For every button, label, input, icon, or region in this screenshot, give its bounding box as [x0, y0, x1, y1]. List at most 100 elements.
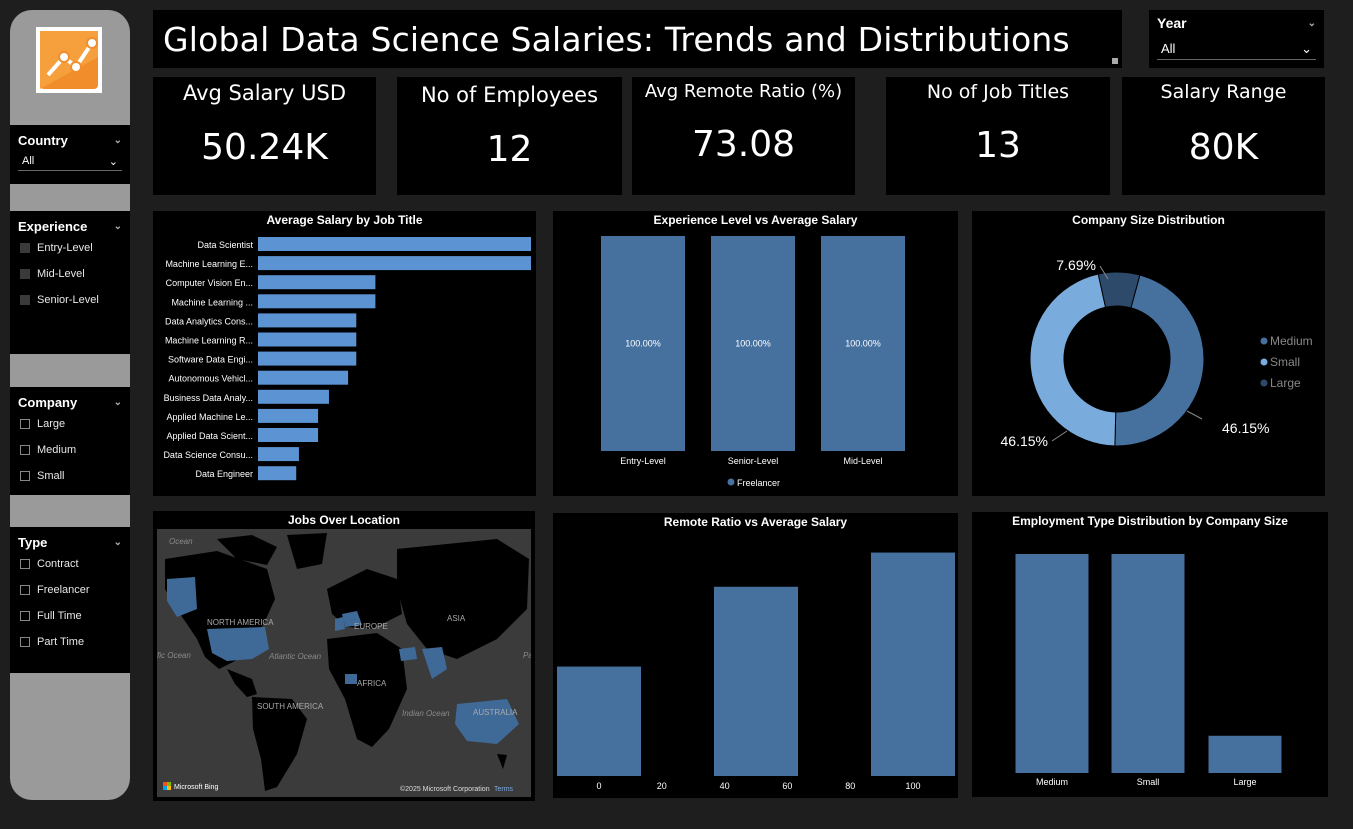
bar[interactable] — [258, 256, 531, 271]
company-option-large[interactable]: Large — [18, 411, 122, 437]
bar[interactable] — [258, 332, 357, 347]
bar[interactable] — [1015, 554, 1089, 773]
y-tick-label: Autonomous Vehicl... — [168, 374, 253, 384]
chart-employment-type: Employment Type Distribution by Company … — [972, 512, 1328, 797]
bar[interactable] — [258, 313, 357, 328]
bar[interactable] — [601, 236, 685, 451]
bar[interactable] — [258, 237, 531, 251]
chevron-down-icon[interactable]: ⌄ — [113, 220, 122, 232]
bar[interactable] — [258, 447, 299, 462]
bar[interactable] — [821, 236, 905, 451]
country-slicer: Country ⌄ All ⌄ — [10, 125, 130, 184]
x-tick-label: Small — [1137, 777, 1160, 787]
kpi-card-remote-ratio: Avg Remote Ratio (%) 73.08 — [632, 77, 855, 195]
legend-label: Large — [1270, 376, 1301, 390]
page-title: Global Data Science Salaries: Trends and… — [163, 19, 1070, 59]
x-tick-label: Large — [1233, 777, 1256, 787]
data-label: 7.69% — [1056, 257, 1096, 273]
map-terms-link[interactable]: Terms — [494, 786, 514, 793]
company-slicer: Company ⌄ Large Medium Small — [10, 387, 130, 495]
map-title: Jobs Over Location — [287, 513, 401, 527]
year-slicer-label: Year — [1157, 15, 1187, 31]
checkbox[interactable] — [20, 445, 30, 455]
bar[interactable] — [258, 428, 319, 442]
map-label-north-america: NORTH AMERICA — [207, 618, 274, 627]
kpi-value: 50.24K — [201, 127, 328, 168]
checkbox[interactable] — [20, 243, 30, 253]
experience-bar-chart: 100.00% Entry-Level 100.00% Senior-Level 100… — [601, 236, 905, 488]
y-tick-label: Data Engineer — [195, 469, 253, 479]
chart-experience-vs-salary: Experience Level vs Average Salary 100.0… — [553, 211, 958, 496]
chevron-down-icon[interactable]: ⌄ — [1307, 17, 1316, 29]
x-tick-label: 60 — [782, 781, 792, 791]
checkbox[interactable] — [20, 637, 30, 647]
bar[interactable] — [258, 294, 376, 309]
bar[interactable] — [258, 370, 349, 385]
bing-logo-icon — [167, 786, 171, 790]
bar[interactable] — [258, 351, 357, 366]
experience-option-mid[interactable]: Mid-Level — [18, 261, 122, 287]
option-label: Medium — [37, 444, 77, 456]
company-size-donut: 46.15% 46.15% 7.69% Medium Small Large — [1001, 257, 1313, 449]
y-tick-label: Data Science Consu... — [163, 450, 253, 460]
country-slicer-label: Country — [18, 132, 68, 148]
title-banner: Global Data Science Salaries: Trends and… — [153, 10, 1122, 68]
checkbox[interactable] — [20, 611, 30, 621]
year-dropdown[interactable]: All ⌄ — [1157, 38, 1316, 60]
data-label: 100.00% — [625, 339, 661, 349]
bar[interactable] — [714, 586, 798, 776]
checkbox[interactable] — [20, 559, 30, 569]
bar[interactable] — [557, 666, 641, 776]
bar[interactable] — [711, 236, 795, 451]
checkbox[interactable] — [20, 471, 30, 481]
donut-slice-large[interactable] — [1097, 271, 1141, 309]
company-option-small[interactable]: Small — [18, 463, 122, 489]
kpi-value: 12 — [486, 129, 533, 170]
bar[interactable] — [1111, 554, 1185, 773]
world-map[interactable]: Ocean NORTH AMERICA EUROPE ASIA Atlantic… — [157, 529, 531, 797]
legend-marker — [1260, 337, 1268, 345]
checkbox[interactable] — [20, 419, 30, 429]
y-tick-label: Machine Learning E... — [165, 259, 253, 269]
map-label-atlantic: Atlantic Ocean — [268, 652, 322, 661]
chart-company-size: Company Size Distribution 46.15% 46.15% 7.… — [972, 211, 1325, 496]
company-option-medium[interactable]: Medium — [18, 437, 122, 463]
chevron-down-icon[interactable]: ⌄ — [113, 134, 122, 146]
donut-slice-medium[interactable] — [1114, 274, 1205, 447]
data-label: 46.15% — [1222, 420, 1269, 436]
donut-slice-small[interactable] — [1029, 273, 1117, 447]
type-option-freelancer[interactable]: Freelancer — [18, 577, 122, 603]
legend-marker — [1260, 358, 1268, 366]
checkbox[interactable] — [20, 295, 30, 305]
chevron-down-icon[interactable]: ⌄ — [113, 536, 122, 548]
leader-line — [1186, 410, 1203, 420]
chart-title: Average Salary by Job Title — [266, 213, 423, 227]
bar[interactable] — [258, 466, 297, 481]
checkbox[interactable] — [20, 269, 30, 279]
y-tick-label: Software Data Engi... — [168, 355, 253, 365]
x-tick-label: 0 — [596, 781, 601, 791]
bar[interactable] — [1208, 735, 1282, 773]
experience-option-entry[interactable]: Entry-Level — [18, 235, 122, 261]
type-slicer: Type ⌄ Contract Freelancer Full Time Par… — [10, 527, 130, 673]
x-tick-label: 40 — [720, 781, 730, 791]
kpi-label: Avg Remote Ratio (%) — [644, 81, 843, 102]
checkbox[interactable] — [20, 585, 30, 595]
chevron-down-icon[interactable]: ⌄ — [113, 396, 122, 408]
bar[interactable] — [258, 408, 319, 423]
app-logo — [36, 27, 102, 93]
country-dropdown[interactable]: All ⌄ — [18, 152, 122, 171]
chart-title: Employment Type Distribution by Company … — [1012, 514, 1288, 528]
type-option-fulltime[interactable]: Full Time — [18, 603, 122, 629]
type-option-parttime[interactable]: Part Time — [18, 629, 122, 655]
world-map-svg: Ocean NORTH AMERICA EUROPE ASIA Atlantic… — [157, 529, 531, 797]
x-tick-label: 80 — [845, 781, 855, 791]
experience-option-senior[interactable]: Senior-Level — [18, 287, 122, 313]
map-label-asia: ASIA — [447, 614, 466, 623]
bar[interactable] — [871, 552, 955, 776]
option-label: Small — [37, 470, 65, 482]
bar[interactable] — [258, 389, 329, 404]
bar[interactable] — [258, 275, 376, 290]
type-option-contract[interactable]: Contract — [18, 551, 122, 577]
option-label: Senior-Level — [37, 294, 99, 306]
